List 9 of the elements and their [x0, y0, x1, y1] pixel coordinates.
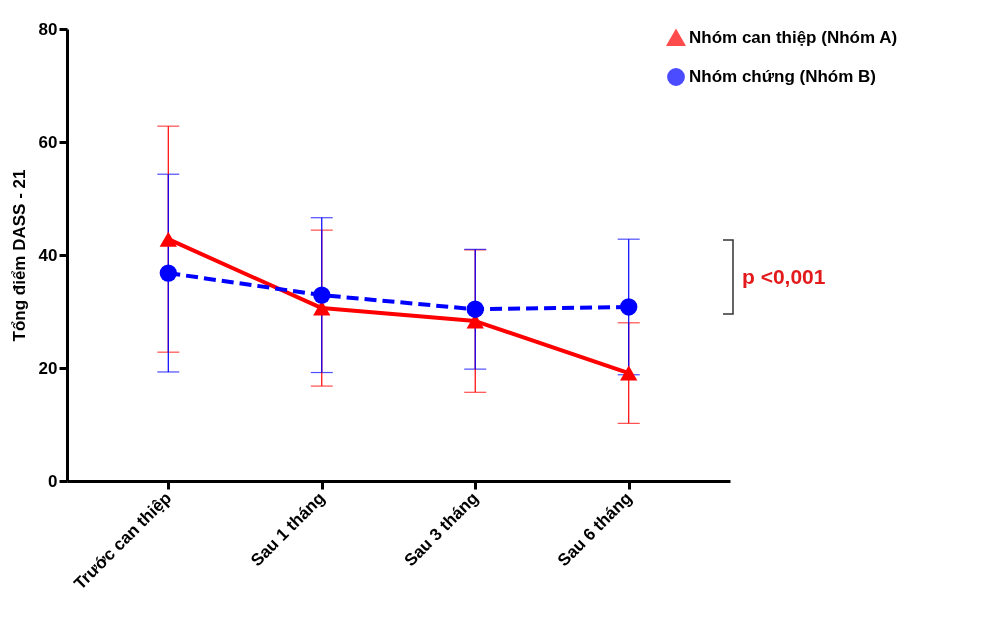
y-tick-label: 40 [38, 245, 58, 265]
y-tick-label: 0 [48, 471, 58, 491]
y-axis-title: Tổng điểm DASS - 21 [9, 169, 29, 342]
y-tick-label: 20 [38, 358, 58, 378]
text: p <0,001 [742, 265, 826, 290]
legend-label: Nhóm can thiệp (Nhóm A) [689, 28, 898, 47]
legend-label: Nhóm chứng (Nhóm B) [689, 67, 877, 86]
y-tick-label: 60 [38, 132, 58, 152]
y-tick-label: 80 [38, 19, 58, 39]
